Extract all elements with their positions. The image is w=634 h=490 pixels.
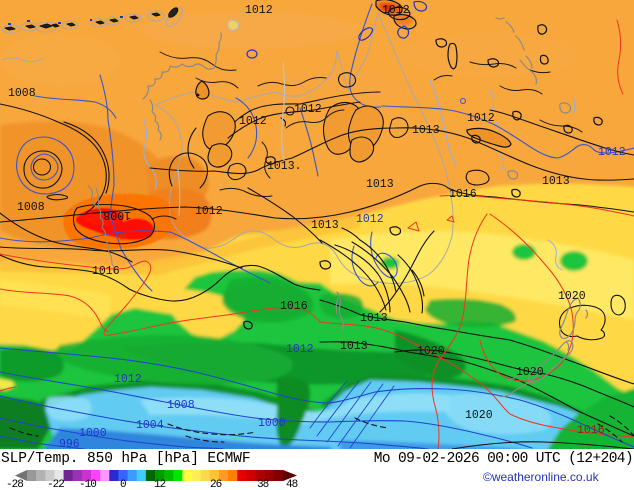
svg-text:1013: 1013 [360, 312, 388, 325]
svg-text:1012: 1012 [245, 4, 273, 17]
svg-text:1020: 1020 [465, 409, 493, 422]
svg-text:1013: 1013 [412, 124, 440, 137]
svg-text:1012: 1012 [382, 4, 410, 17]
svg-text:1012: 1012 [195, 205, 223, 218]
svg-text:1020: 1020 [558, 290, 586, 303]
svg-text:1000: 1000 [79, 427, 107, 440]
svg-text:1012: 1012 [467, 112, 495, 125]
svg-text:1013: 1013 [366, 178, 394, 191]
svg-text:1012: 1012 [286, 343, 314, 356]
svg-text:1016: 1016 [92, 265, 120, 278]
svg-text:1008: 1008 [17, 201, 45, 214]
svg-text:1008: 1008 [8, 87, 36, 100]
svg-text:1008: 1008 [167, 399, 195, 412]
svg-text:1008: 1008 [103, 208, 131, 221]
svg-text:1004: 1004 [136, 419, 164, 432]
svg-text:1013: 1013 [340, 340, 368, 353]
svg-text:1012: 1012 [356, 213, 384, 226]
svg-text:1013.: 1013. [267, 160, 302, 173]
svg-text:1020: 1020 [417, 345, 445, 358]
svg-text:1012: 1012 [239, 115, 267, 128]
svg-text:1013: 1013 [311, 219, 339, 232]
svg-text:1012: 1012 [114, 373, 142, 386]
svg-text:1012: 1012 [598, 146, 626, 159]
svg-text:1013: 1013 [542, 175, 570, 188]
svg-text:1016: 1016 [577, 424, 605, 437]
svg-text:1020: 1020 [516, 366, 544, 379]
svg-text:1012: 1012 [294, 103, 322, 116]
svg-text:1016: 1016 [449, 188, 477, 201]
svg-text:1000: 1000 [258, 417, 286, 430]
svg-text:996: 996 [59, 438, 80, 449]
svg-text:1016: 1016 [280, 300, 308, 313]
